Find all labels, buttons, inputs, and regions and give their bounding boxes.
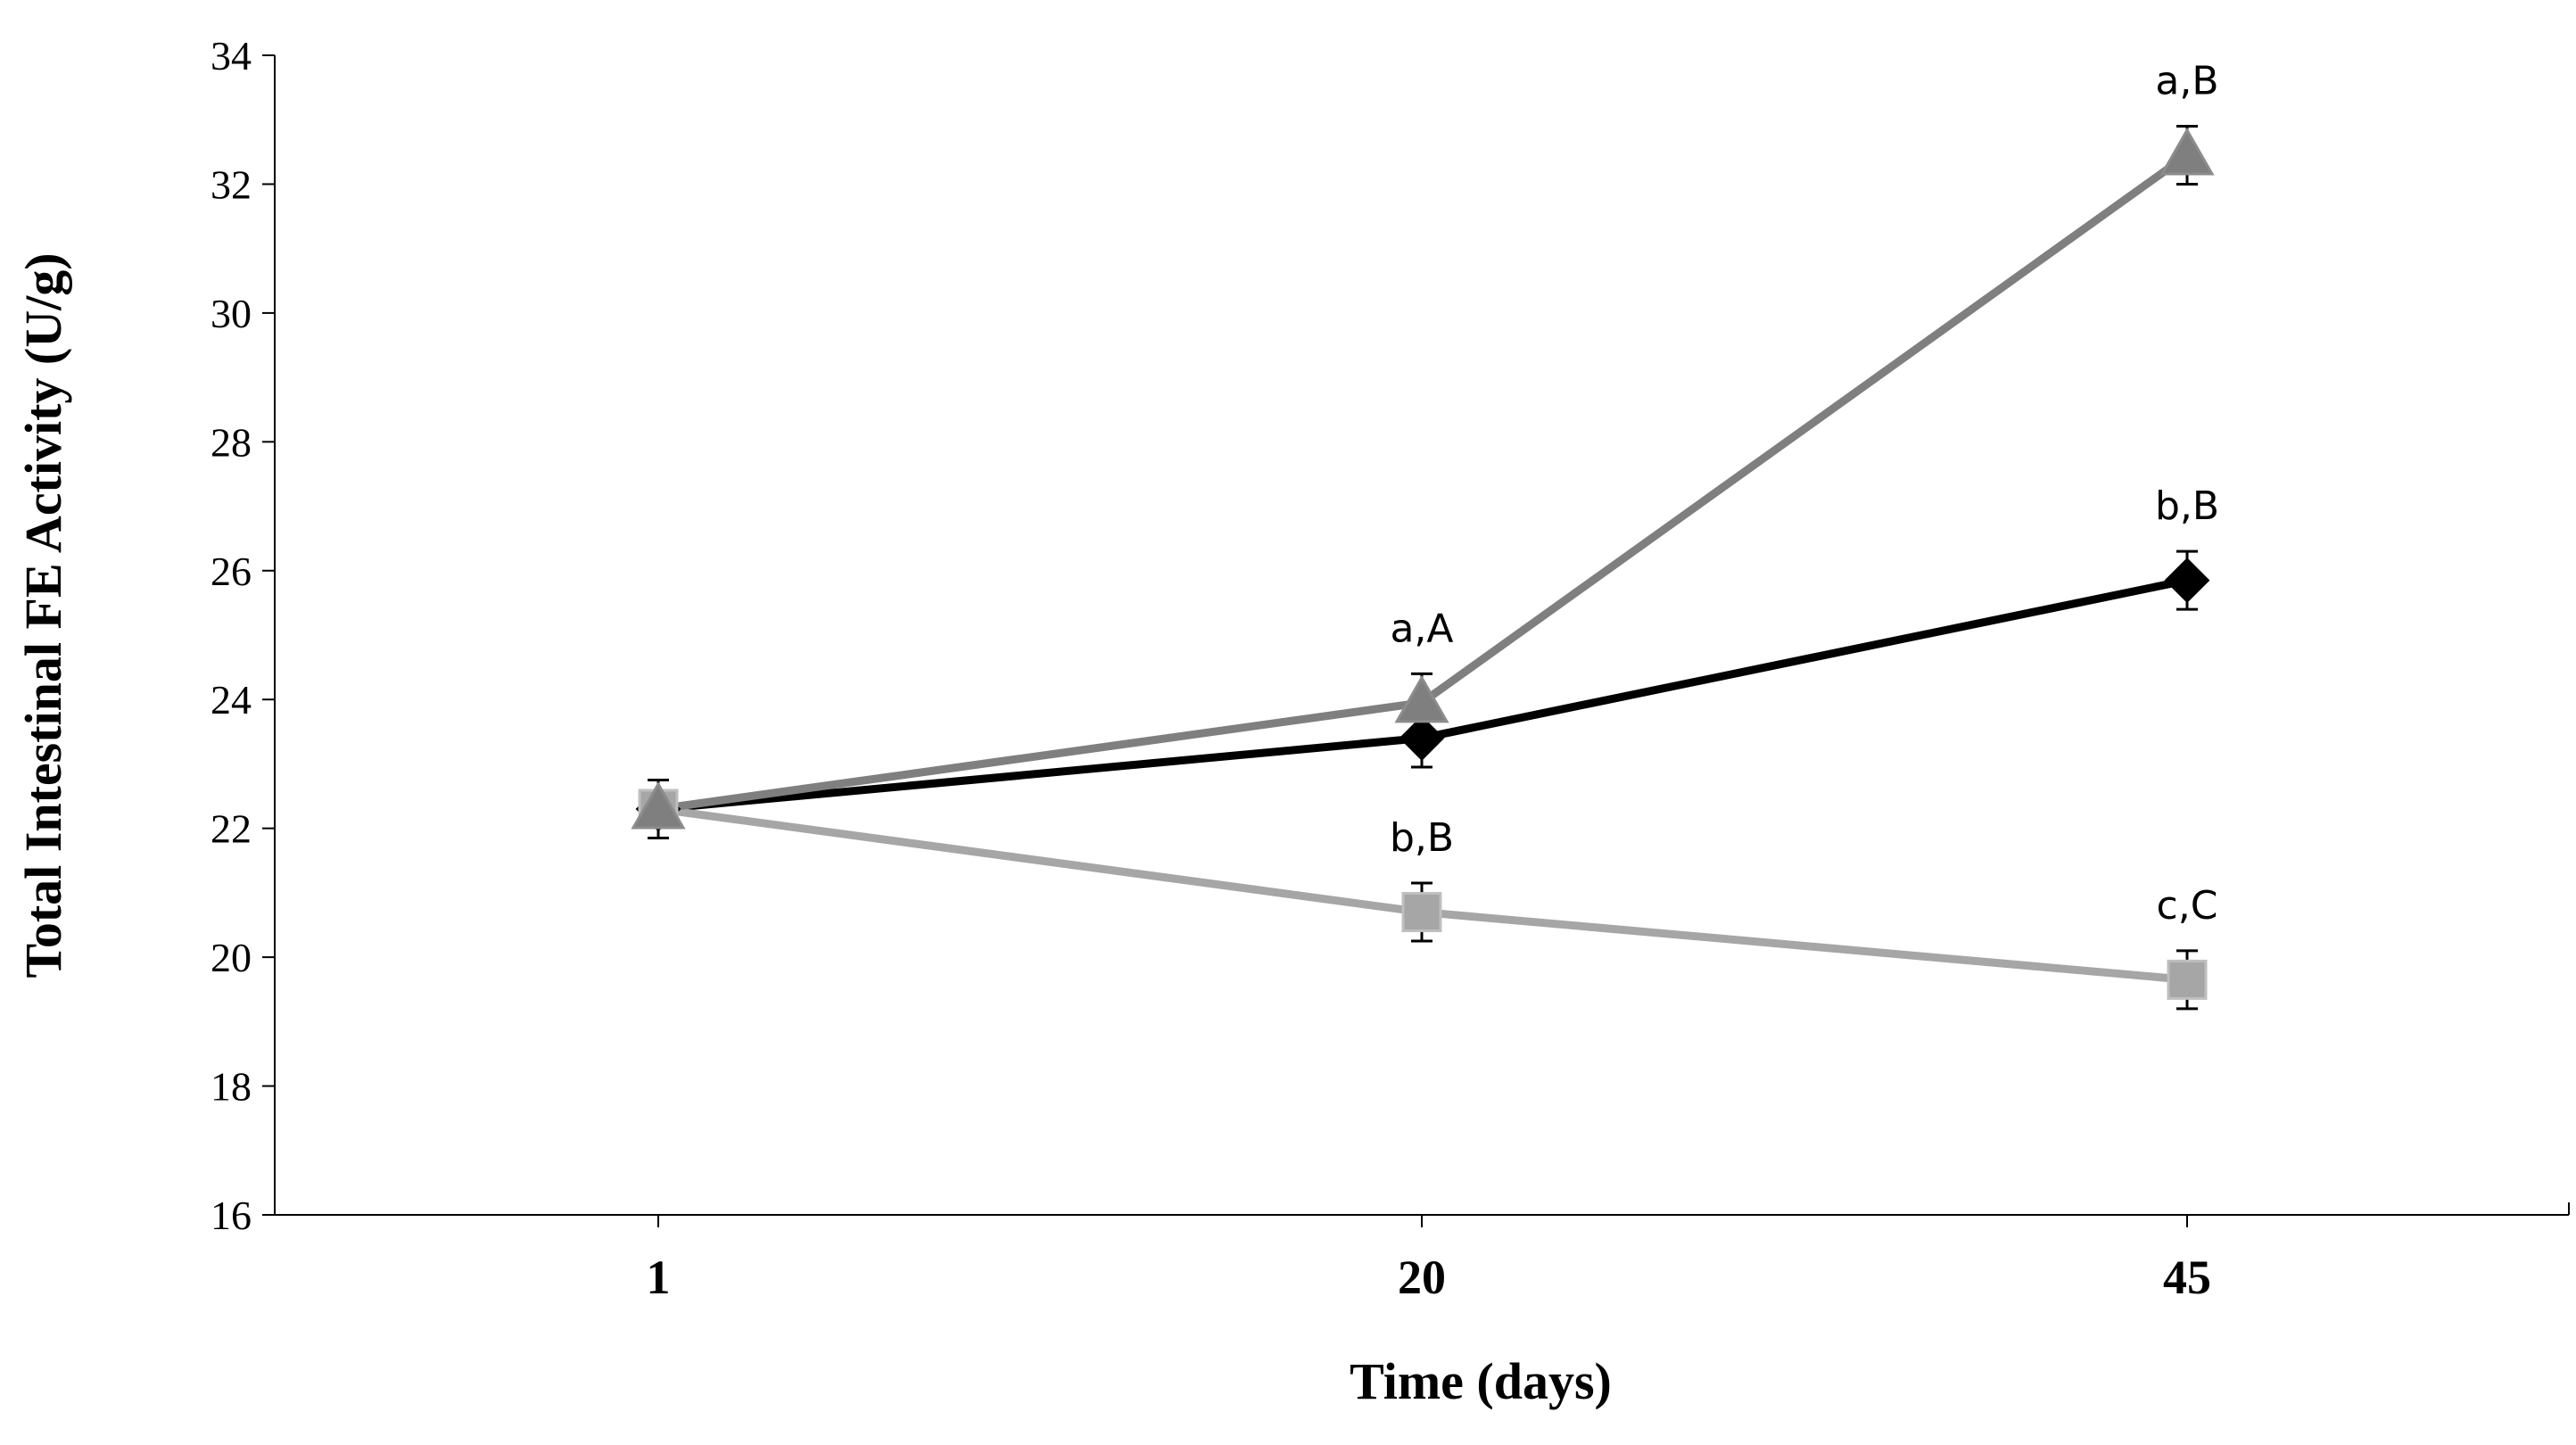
y-tick-label: 16	[211, 1193, 252, 1238]
x-tick-label: 1	[647, 1251, 671, 1304]
error-bars	[648, 124, 2198, 1011]
data-point-square	[1401, 892, 1442, 933]
data-point-triangle	[1394, 674, 1449, 723]
data-label: a,B	[2155, 58, 2218, 103]
data-label: a,A	[1390, 606, 1453, 651]
y-tick-label: 18	[211, 1064, 252, 1110]
y-tick-label: 30	[211, 291, 252, 336]
y-tick-label: 32	[211, 161, 252, 207]
x-tick-label: 45	[2163, 1251, 2211, 1304]
data-point-triangle	[2159, 127, 2215, 176]
data-label: b,B	[1390, 815, 1454, 861]
y-tick-label: 26	[211, 549, 252, 594]
y-axis-title: Total Intestinal FE Activity (U/g)	[14, 252, 72, 978]
annotations: b,B b,B c,C a,A a,B	[1390, 58, 2219, 928]
y-tick-label: 34	[211, 33, 252, 78]
data-point-square	[2167, 959, 2208, 1000]
y-tick-label: 20	[211, 935, 252, 980]
data-label: c,C	[2157, 883, 2218, 929]
data-point-diamond	[2164, 557, 2210, 604]
data-markers	[631, 127, 2215, 1000]
data-point-diamond	[1399, 715, 1445, 761]
data-point-triangle	[631, 780, 686, 830]
y-tick-label: 28	[211, 419, 252, 465]
axes: 16 18 20 22 24 26 28 30 32 34 1 20 45	[211, 33, 2570, 1304]
y-tick-label: 24	[211, 677, 252, 722]
x-axis-title: Time (days)	[1350, 1352, 1612, 1410]
x-tick-label: 20	[1398, 1251, 1446, 1304]
y-tick-label: 22	[211, 806, 252, 852]
data-label: b,B	[2155, 483, 2219, 529]
